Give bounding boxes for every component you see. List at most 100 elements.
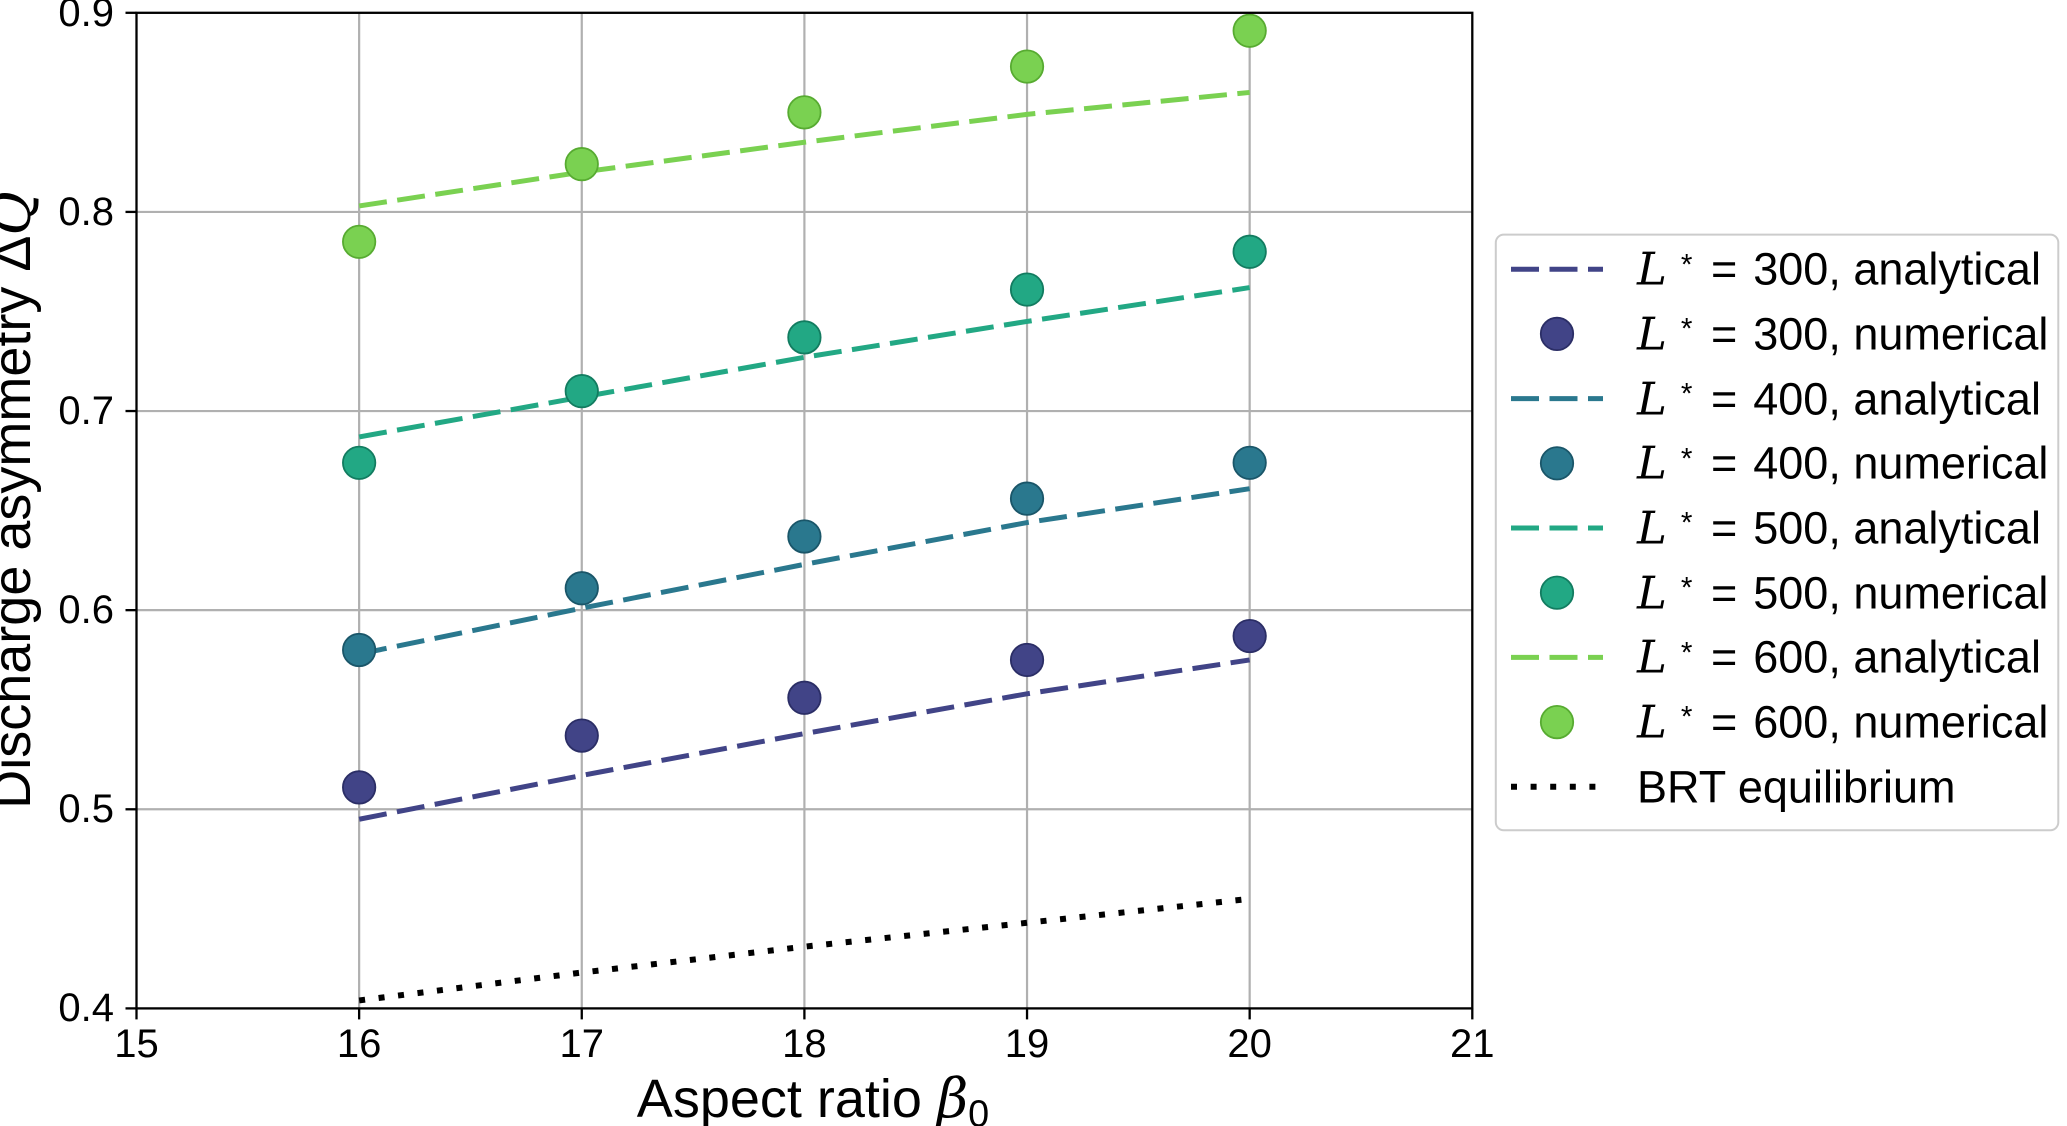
legend-math-var: L [1637,566,1667,620]
x-tick-label-15: 15 [114,1022,159,1066]
x-tick-label-16: 16 [336,1022,382,1066]
x-axis-label-text: Aspect ratio [636,1068,937,1126]
series-line-l-300-analytical [358,657,1251,822]
legend-math-eq: = [1710,373,1738,425]
series-point-l-300-numerical-x19 [1009,642,1045,678]
legend-label-l-500-numerical: L * = 500, numerical [1637,570,2048,615]
series-point-l-500-numerical-x17 [564,374,599,409]
legend-label-l-300-numerical: L * = 300, numerical [1637,311,2048,356]
series-line-l-400-analytical [358,486,1251,657]
legend-label-rest: , analytical [1828,631,2041,683]
legend-math-star: * [1680,442,1693,476]
legend-math-star: * [1680,506,1693,540]
x-tick-label-18: 18 [782,1022,827,1066]
legend-math-num: 300 [1753,243,1829,295]
series-point-l-400-numerical-x20 [1232,445,1267,480]
y-tick-label-0.7: 0.7 [58,389,114,434]
legend-label-l-400-analytical: L * = 400, analytical [1637,376,2041,421]
x-tick-label-20: 20 [1227,1022,1272,1066]
y-tick-label-0.9: 0.9 [58,0,114,35]
legend-math-var: L [1637,630,1667,684]
series-point-l-600-numerical-x19 [1009,49,1045,84]
legend-label-l-500-analytical: L * = 500, analytical [1637,506,2041,551]
legend-sample-l-400-numerical [1539,446,1575,481]
series-point-l-600-numerical-x20 [1232,13,1267,48]
series-point-l-300-numerical-x16 [342,770,377,805]
legend-math-num: 600 [1753,696,1829,748]
legend-math-eq: = [1710,437,1738,489]
series-point-l-400-numerical-x19 [1009,481,1045,516]
legend-math-star: * [1680,700,1693,734]
series-point-l-400-numerical-x16 [342,632,377,668]
legend-math-eq: = [1710,502,1738,554]
x-tick-label-17: 17 [559,1022,605,1066]
legend-label-l-400-numerical: L * = 400, numerical [1637,441,2048,486]
legend-math-var: L [1637,307,1667,361]
legend-math-var: L [1637,501,1667,555]
series-point-l-500-numerical-x20 [1232,234,1267,269]
legend-math-eq: = [1710,243,1738,295]
series-line-l-500-analytical [358,285,1251,440]
series-point-l-500-numerical-x16 [342,445,377,480]
x-axis-label-sub: 0 [968,1093,990,1126]
legend-math-eq: = [1710,567,1738,619]
legend-math-star: * [1680,571,1693,605]
legend-label-rest: , numerical [1828,567,2049,619]
legend-math-num: 300 [1753,308,1829,360]
y-tick-label-0.6: 0.6 [58,588,114,633]
x-axis-label: Aspect ratio β0 [636,1068,990,1126]
series-point-l-300-numerical-x17 [564,718,599,753]
legend-math-star: * [1680,377,1693,411]
legend-label-rest: , analytical [1828,373,2041,425]
legend-label-brt-equilibrium: BRT equilibrium [1637,764,1955,809]
y-tick-label-0.4: 0.4 [58,986,114,1031]
x-tick-label-21: 21 [1450,1022,1495,1066]
series-point-l-300-numerical-x20 [1232,618,1267,654]
series-point-l-600-numerical-x18 [787,95,822,130]
legend-label-l-300-analytical: L * = 300, analytical [1637,247,2041,292]
legend-math-var: L [1637,436,1667,490]
legend-label-rest: , numerical [1828,308,2049,360]
legend-math-star: * [1680,248,1693,281]
legend-label-rest: , numerical [1828,696,2049,748]
legend-label-l-600-analytical: L * = 600, analytical [1637,635,2041,680]
y-axis-label: Discharge asymmetry ΔQ [0,191,43,809]
legend-label-rest: BRT equilibrium [1637,761,1956,813]
series-line-l-600-analytical [358,89,1250,209]
legend-math-num: 400 [1753,373,1829,425]
legend-math-num: 400 [1753,437,1829,489]
series-point-l-400-numerical-x17 [564,571,599,606]
series-point-l-300-numerical-x18 [787,680,822,715]
legend-sample-l-300-numerical [1539,316,1575,351]
legend-label-rest: , analytical [1828,243,2041,295]
series-point-l-600-numerical-x16 [342,224,377,259]
legend-math-var: L [1637,242,1667,296]
legend-math-star: * [1680,636,1693,670]
legend-math-num: 500 [1753,502,1829,554]
legend-math-eq: = [1710,631,1738,683]
legend-math-num: 600 [1753,631,1829,683]
y-axis-label-delta: Δ [0,236,42,272]
legend-sample-l-500-numerical [1539,575,1575,610]
y-tick-label-0.5: 0.5 [58,787,114,832]
y-axis-label-text: Discharge asymmetry [0,286,42,809]
legend-label-l-600-numerical: L * = 600, numerical [1637,700,2048,745]
series-point-l-500-numerical-x18 [787,320,822,355]
x-axis-label-beta: β [936,1066,969,1126]
legend-math-eq: = [1710,308,1738,360]
legend-math-num: 500 [1753,567,1829,619]
y-axis-label-q: Q [0,191,43,235]
series-line-brt-equilibrium [358,895,1250,1004]
x-tick-label-19: 19 [1004,1022,1050,1066]
legend-label-rest: , numerical [1828,437,2049,489]
legend-box [1494,233,2060,832]
series-point-l-600-numerical-x17 [564,147,599,182]
plot-border [135,11,1474,1010]
legend-math-var: L [1637,372,1667,426]
series-point-l-500-numerical-x19 [1009,272,1045,307]
legend-math-star: * [1680,312,1693,346]
legend-sample-l-600-numerical [1539,704,1575,740]
